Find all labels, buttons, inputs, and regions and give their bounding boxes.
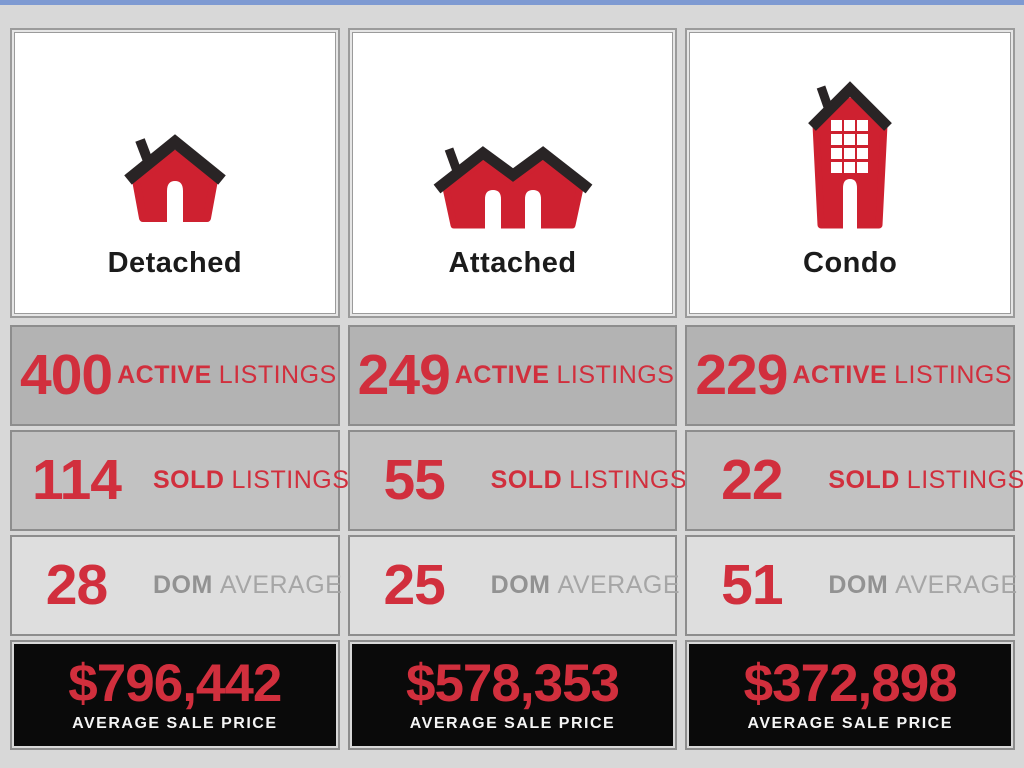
sold-listings-label-rest: LISTINGS (906, 466, 1024, 494)
stats-stack: 400 ACTIVE LISTINGS 114 SOLD LISTINGS 28 D… (10, 325, 349, 750)
active-listings-label-bold: ACTIVE (792, 361, 888, 389)
dom-average-label-bold: DOM (828, 571, 889, 599)
property-column-detached: Detached 400 ACTIVE LISTINGS 114 SOLD LIST… (10, 28, 349, 750)
sold-listings-stat: 114 SOLD LISTINGS (10, 430, 349, 531)
active-listings-stat: 400 ACTIVE LISTINGS (10, 325, 340, 426)
sold-listings-label: SOLD LISTINGS (828, 466, 1024, 495)
active-listings-label-rest: LISTINGS (218, 361, 337, 389)
attached-houses-icon (433, 145, 592, 229)
icon-card: Condo (685, 28, 1016, 318)
sold-listings-label-rest: LISTINGS (569, 466, 688, 494)
average-sale-price-stat: $578,353 AVERAGE SALE PRICE (347, 640, 678, 750)
dom-average-label-rest: AVERAGE (219, 571, 343, 599)
active-listings-count: 249 (357, 343, 451, 407)
dom-average-label-rest: AVERAGE (557, 571, 681, 599)
sold-listings-label: SOLD LISTINGS (491, 466, 687, 495)
active-listings-label: ACTIVE LISTINGS (117, 361, 337, 390)
icon-box (788, 67, 912, 243)
property-type-label: Detached (107, 246, 243, 279)
average-sale-price-label: AVERAGE SALE PRICE (72, 715, 278, 732)
sold-listings-count: 55 (383, 448, 445, 512)
sold-listings-stat: 55 SOLD LISTINGS (347, 430, 687, 531)
average-sale-price-value: $796,442 (68, 654, 282, 713)
sold-count-box: 55 (362, 452, 467, 509)
icon-card-inner: Detached (14, 32, 336, 314)
sold-count-box: 22 (699, 452, 804, 509)
icon-card-inner: Condo (689, 32, 1012, 314)
property-column-attached: Attached 249 ACTIVE LISTINGS 55 SOLD LISTI… (347, 28, 687, 750)
dom-average-stat: 28 DOM AVERAGE (10, 535, 342, 636)
active-listings-count: 400 (20, 343, 113, 407)
active-listings-label-rest: LISTINGS (894, 361, 1013, 389)
dom-average-stat: 25 DOM AVERAGE (347, 535, 680, 636)
sold-listings-label-rest: LISTINGS (231, 466, 350, 494)
dom-count-box: 25 (362, 557, 467, 614)
dom-average-label: DOM AVERAGE (491, 571, 680, 600)
sold-listings-label-bold: SOLD (828, 466, 900, 494)
active-listings-label-rest: LISTINGS (556, 361, 675, 389)
dom-average-label-bold: DOM (153, 571, 213, 599)
detached-house-icon (124, 133, 226, 222)
active-listings-stat: 229 ACTIVE LISTINGS (685, 325, 1016, 426)
dom-count-box: 28 (24, 557, 129, 614)
sold-listings-count: 114 (32, 448, 122, 512)
active-listings-stat: 249 ACTIVE LISTINGS (347, 325, 678, 426)
condo-building-icon (808, 80, 893, 229)
property-column-condo: Condo 229 ACTIVE LISTINGS 22 SOLD LISTINGS… (685, 28, 1024, 750)
active-listings-label: ACTIVE LISTINGS (455, 361, 675, 390)
average-sale-price-value: $578,353 (405, 654, 620, 713)
dom-average-label-rest: AVERAGE (895, 571, 1018, 599)
sold-listings-label-bold: SOLD (490, 466, 563, 494)
icon-box (423, 67, 603, 243)
average-sale-price-label: AVERAGE SALE PRICE (409, 715, 616, 732)
market-stats-board: Detached 400 ACTIVE LISTINGS 114 SOLD LIST… (0, 5, 1024, 750)
average-sale-price-stat: $372,898 AVERAGE SALE PRICE (685, 640, 1016, 750)
top-accent-bar (0, 0, 1024, 5)
sold-listings-label-bold: SOLD (153, 466, 225, 494)
icon-card-inner: Attached (351, 32, 674, 314)
dom-average-label: DOM AVERAGE (153, 571, 342, 600)
sold-listings-count: 22 (721, 448, 783, 512)
active-listings-label: ACTIVE LISTINGS (792, 361, 1012, 390)
dom-average-value: 51 (721, 553, 783, 617)
sold-listings-label: SOLD LISTINGS (153, 466, 349, 495)
dom-average-value: 28 (45, 553, 108, 617)
icon-box (110, 67, 240, 243)
average-sale-price-label: AVERAGE SALE PRICE (747, 715, 953, 732)
dom-average-value: 25 (383, 553, 445, 617)
stats-stack: 249 ACTIVE LISTINGS 55 SOLD LISTINGS 25 DO… (347, 325, 687, 750)
icon-card: Attached (347, 28, 678, 318)
property-type-label: Attached (448, 246, 577, 279)
average-sale-price-stat: $796,442 AVERAGE SALE PRICE (10, 640, 340, 750)
property-type-label: Condo (803, 246, 898, 279)
icon-card: Detached (10, 28, 340, 318)
active-listings-label-bold: ACTIVE (117, 361, 212, 389)
active-listings-label-bold: ACTIVE (454, 361, 550, 389)
average-sale-price-value: $372,898 (743, 654, 958, 713)
dom-average-stat: 51 DOM AVERAGE (685, 535, 1017, 636)
dom-count-box: 51 (699, 557, 804, 614)
active-listings-count: 229 (695, 343, 788, 407)
stats-stack: 229 ACTIVE LISTINGS 22 SOLD LISTINGS 51 DO… (685, 325, 1024, 750)
dom-average-label-bold: DOM (490, 571, 551, 599)
sold-listings-stat: 22 SOLD LISTINGS (685, 430, 1024, 531)
dom-average-label: DOM AVERAGE (828, 571, 1017, 600)
sold-count-box: 114 (24, 452, 129, 509)
